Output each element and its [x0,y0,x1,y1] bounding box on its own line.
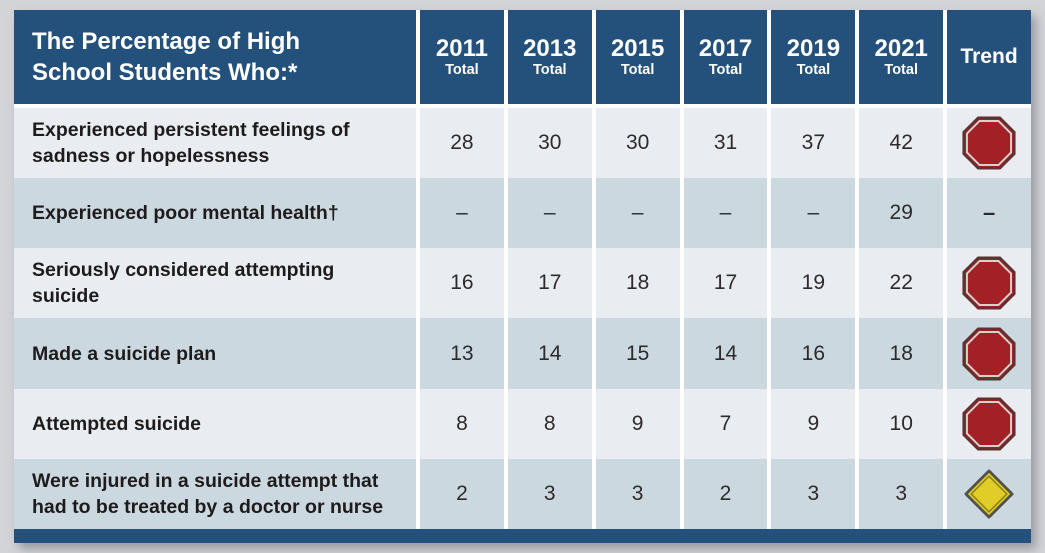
data-cell: 2 [420,458,504,529]
data-cell: 37 [771,108,856,179]
data-cell: 3 [771,458,856,529]
year-column-header: 2019 Total [771,10,856,108]
data-cell: 17 [683,248,768,319]
data-cell: 8 [507,388,592,459]
trend-cell [947,318,1031,389]
year-column-header: 2017 Total [683,10,768,108]
year-label: 2013 [523,34,577,62]
data-cell: 10 [859,388,944,459]
data-cell: 13 [420,318,504,389]
data-cell: 14 [507,318,592,389]
trend-cell [947,248,1031,319]
row-label: Attempted suicide [14,388,416,459]
stop-sign-icon [962,327,1016,381]
total-label: Total [532,61,567,78]
data-cell: 30 [507,108,592,179]
year-column-header: 2015 Total [595,10,680,108]
trend-cell [947,388,1031,459]
year-label: 2019 [786,34,841,62]
row-label: Made a suicide plan [14,318,416,389]
year-label: 2011 [435,34,488,62]
data-cell: – [771,178,856,249]
statistics-table: The Percentage of High School Students W… [14,10,1031,543]
data-cell: 29 [859,178,944,249]
trend-cell [947,108,1031,179]
total-label: Total [796,61,831,78]
data-cell: 19 [771,248,856,319]
data-cell: 3 [507,458,592,529]
data-cell: 7 [683,388,768,459]
data-cell: 22 [859,248,944,319]
no-trend-dash: – [982,200,996,226]
total-label: Total [708,61,743,78]
data-cell: 2 [683,458,768,529]
data-cell: 18 [859,318,944,389]
year-column-header: 2021 Total [859,10,944,108]
stop-sign-icon [962,116,1016,170]
trend-cell: – [947,178,1031,249]
data-cell: – [507,178,592,249]
stop-sign-icon [962,256,1016,310]
data-cell: 15 [595,318,680,389]
data-cell: 8 [420,388,504,459]
data-cell: – [595,178,680,249]
row-label: Experienced poor mental health† [14,178,416,249]
data-cell: 3 [595,458,680,529]
caution-diamond-icon [964,469,1014,519]
data-cell: 9 [771,388,856,459]
data-cell: 3 [859,458,944,529]
year-label: 2015 [610,34,665,62]
total-label: Total [620,61,655,78]
bottom-accent-bar [14,528,1031,543]
data-cell: – [420,178,504,249]
row-label: Seriously considered attempting suicide [14,248,416,319]
year-label: 2021 [874,34,928,62]
year-column-header: 2011 Total [420,10,504,108]
data-cell: 9 [595,388,680,459]
data-cell: 14 [683,318,768,389]
data-cell: 17 [507,248,592,319]
trend-column-header: Trend [947,10,1031,108]
data-cell: 16 [420,248,504,319]
row-label: Experienced persistent feelings of sadne… [14,108,416,179]
year-column-header: 2013 Total [507,10,592,108]
total-label: Total [445,61,479,78]
row-label: Were injured in a suicide attempt that h… [14,458,416,529]
data-cell: 30 [595,108,680,179]
year-label: 2017 [698,34,753,62]
table-title: The Percentage of High School Students W… [14,10,416,108]
stop-sign-icon [962,397,1016,451]
data-cell: 28 [420,108,504,179]
data-cell: 18 [595,248,680,319]
total-label: Total [884,61,918,78]
data-cell: 16 [771,318,856,389]
data-cell: 31 [683,108,768,179]
trend-cell [947,458,1031,529]
data-cell: 42 [859,108,944,179]
data-cell: – [683,178,768,249]
